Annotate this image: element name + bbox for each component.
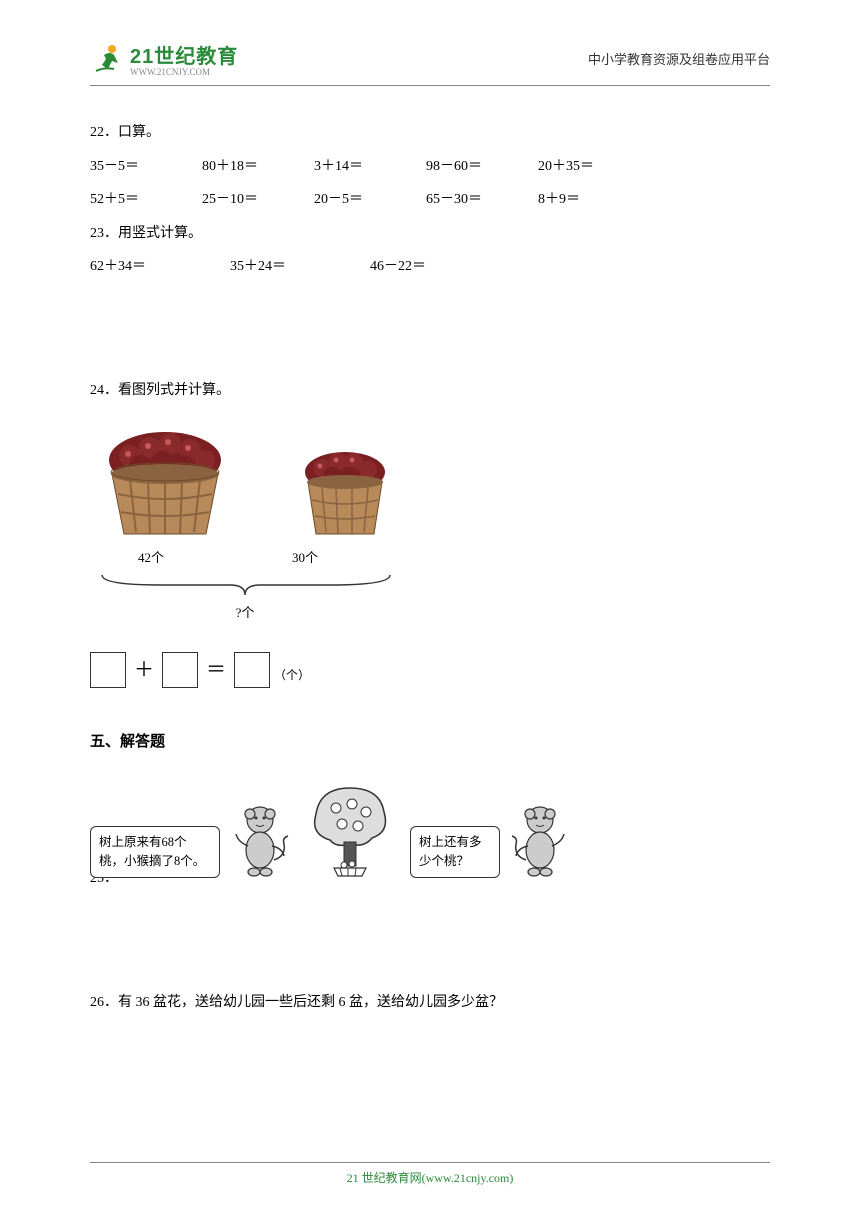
label-42: 42个: [138, 542, 164, 573]
logo: 21世纪教育 WWW.21CNJY.COM: [90, 40, 238, 77]
monkey-figure: 树上原来有68个桃，小猴摘了8个。: [90, 778, 570, 878]
footer-prefix: 21 世纪教育网(: [347, 1171, 426, 1185]
calc-item: 20－5＝: [314, 183, 426, 217]
calc-item: 46－22＝: [370, 250, 510, 284]
q23-row: 62＋34＝ 35＋24＝ 46－22＝: [90, 250, 770, 284]
label-30: 30个: [292, 542, 318, 573]
answer-box[interactable]: [162, 652, 198, 688]
page: 21世纪教育 WWW.21CNJY.COM 中小学教育资源及组卷应用平台 22．…: [0, 0, 860, 1216]
plus-sign: ＋: [134, 646, 154, 694]
calc-item: 8＋9＝: [538, 183, 650, 217]
basket-small-icon: [290, 438, 400, 538]
q24-title: 24．看图列式并计算。: [90, 374, 770, 408]
equation-boxes: ＋ ＝ （个）: [90, 646, 430, 694]
spacer: [90, 284, 770, 374]
q22-row2: 52＋5＝ 25－10＝ 20－5＝ 65－30＝ 8＋9＝: [90, 183, 770, 217]
basket-labels: 42个 30个: [90, 542, 430, 573]
monkey-left-icon: [230, 798, 290, 878]
logo-runner-icon: [90, 41, 128, 77]
section-5-title: 五、解答题: [90, 724, 770, 760]
page-header: 21世纪教育 WWW.21CNJY.COM 中小学教育资源及组卷应用平台: [90, 40, 770, 86]
logo-main-text: 21世纪教育: [130, 40, 238, 69]
speech-bubble-left: 树上原来有68个桃，小猴摘了8个。: [90, 826, 220, 878]
brace-question-label: ?个: [90, 597, 400, 628]
unit-label: （个）: [274, 661, 310, 690]
footer-suffix: ): [509, 1171, 513, 1185]
calc-item: 80＋18＝: [202, 150, 314, 184]
equals-sign: ＝: [206, 646, 226, 694]
peach-tree-icon: [300, 778, 400, 878]
monkey-right-icon: [510, 798, 570, 878]
q25-row: 树上原来有68个桃，小猴摘了8个。: [90, 772, 570, 882]
header-tagline: 中小学教育资源及组卷应用平台: [588, 49, 770, 68]
page-footer: 21 世纪教育网(www.21cnjy.com): [90, 1162, 770, 1186]
brace-icon: [90, 573, 400, 599]
calc-item: 98－60＝: [426, 150, 538, 184]
spacer: [90, 896, 770, 986]
answer-box[interactable]: [90, 652, 126, 688]
baskets-row: [90, 418, 430, 538]
logo-text-block: 21世纪教育 WWW.21CNJY.COM: [130, 40, 238, 77]
calc-item: 35－5＝: [90, 150, 202, 184]
q22-row1: 35－5＝ 80＋18＝ 3＋14＝ 98－60＝ 20＋35＝: [90, 150, 770, 184]
apples-figure: 42个 30个 ?个 ＋ ＝ （个）: [90, 418, 430, 694]
q23-title: 23．用竖式计算。: [90, 217, 770, 251]
speech-bubble-right: 树上还有多少个桃？: [410, 826, 500, 878]
q22-title: 22．口算。: [90, 116, 770, 150]
q26-text: 26．有 36 盆花，送给幼儿园一些后还剩 6 盆，送给幼儿园多少盆？: [90, 986, 770, 1020]
calc-item: 52＋5＝: [90, 183, 202, 217]
calc-item: 65－30＝: [426, 183, 538, 217]
content-area: 22．口算。 35－5＝ 80＋18＝ 3＋14＝ 98－60＝ 20＋35＝ …: [90, 116, 770, 1019]
calc-item: 25－10＝: [202, 183, 314, 217]
calc-item: 3＋14＝: [314, 150, 426, 184]
calc-item: 35＋24＝: [230, 250, 370, 284]
calc-item: 20＋35＝: [538, 150, 650, 184]
basket-large-icon: [90, 418, 240, 538]
answer-box[interactable]: [234, 652, 270, 688]
footer-url: www.21cnjy.com: [426, 1171, 510, 1185]
calc-item: 62＋34＝: [90, 250, 230, 284]
